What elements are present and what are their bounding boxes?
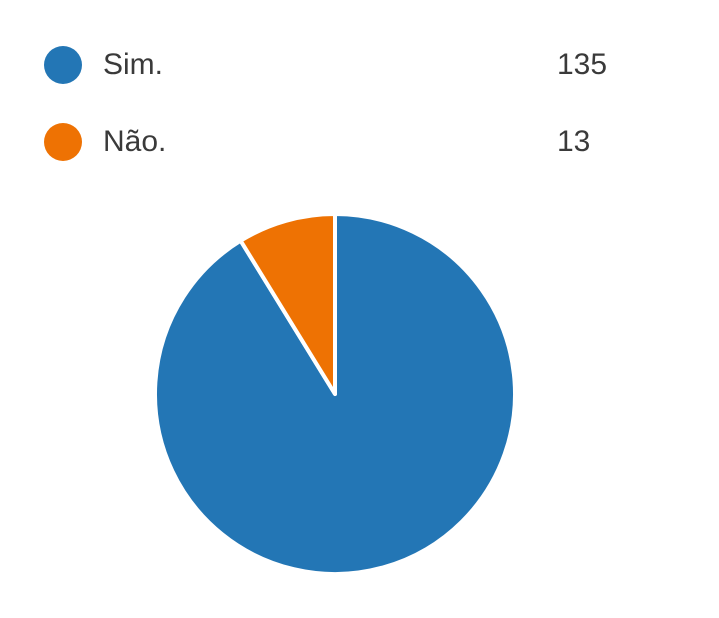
legend-swatch-nao	[44, 123, 82, 161]
legend-value-nao: 13	[557, 125, 591, 158]
legend-label-sim: Sim.	[103, 48, 163, 81]
legend-item-sim[interactable]: Sim. 135	[0, 40, 719, 88]
legend-value-sim: 135	[557, 48, 608, 81]
legend-item-nao[interactable]: Não. 13	[0, 117, 719, 165]
legend-swatch-sim	[44, 46, 82, 84]
pie-slice-nao[interactable]	[238, 212, 337, 396]
legend-label-nao: Não.	[103, 125, 167, 158]
